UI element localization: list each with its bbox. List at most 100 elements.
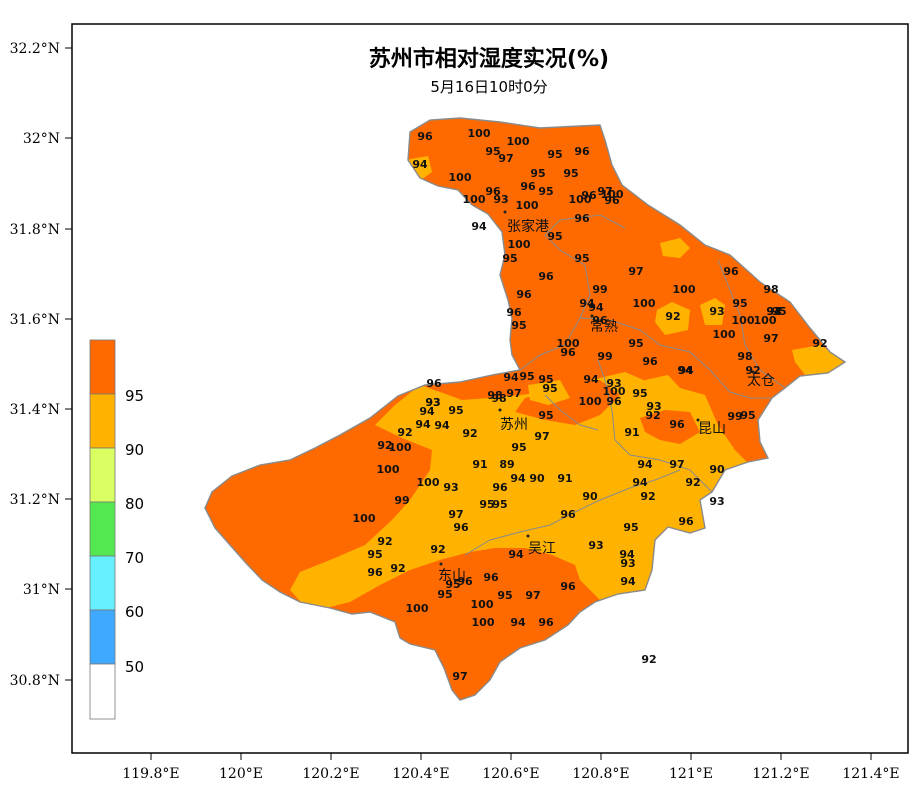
station-value: 96 <box>723 265 739 278</box>
station-value: 95 <box>502 252 517 265</box>
station-value: 94 <box>434 419 450 432</box>
station-value: 95 <box>538 409 553 422</box>
station-value: 94 <box>419 405 435 418</box>
station-value: 96 <box>642 355 658 368</box>
station-value: 96 <box>581 189 597 202</box>
city-marker <box>498 408 502 412</box>
station-value: 96 <box>560 346 576 359</box>
station-value: 92 <box>397 426 412 439</box>
station-value: 99 <box>597 350 612 363</box>
station-value: 94 <box>632 476 648 489</box>
station-value: 91 <box>624 426 639 439</box>
station-value: 97 <box>534 430 549 443</box>
legend-label: 95 <box>125 387 144 405</box>
station-value: 100 <box>389 441 412 454</box>
station-value: 97 <box>498 152 513 165</box>
color-legend: 95 90 80 70 60 50 <box>89 339 144 720</box>
station-value: 96 <box>506 306 522 319</box>
station-value: 95 <box>574 252 589 265</box>
station-value: 95 <box>732 297 747 310</box>
station-value: 95 <box>0 0 8 3</box>
station-value: 99 <box>727 410 742 423</box>
station-value: 96 <box>516 288 532 301</box>
station-value: 100 <box>507 135 530 148</box>
y-tick-label: 30.8°N <box>10 673 60 689</box>
station-value: 95 <box>530 167 545 180</box>
station-value: 91 <box>472 458 487 471</box>
city-label: 太仓 <box>747 373 775 389</box>
city-marker <box>439 562 443 566</box>
station-value: 98 <box>487 389 502 402</box>
band-90-fill <box>290 372 760 612</box>
station-value: 100 <box>463 193 486 206</box>
station-value: 100 <box>603 385 626 398</box>
station-value: 93 <box>425 396 440 409</box>
legend-swatch <box>89 501 116 557</box>
station-value: 95 <box>492 498 507 511</box>
station-value: 95 <box>367 548 382 561</box>
station-value: 92 <box>377 535 392 548</box>
station-value: 96 <box>574 145 590 158</box>
station-value: 96 <box>520 180 536 193</box>
station-value: 96 <box>604 194 620 207</box>
station-value: 93 <box>646 400 661 413</box>
station-value: 100 <box>633 297 656 310</box>
station-value: 92 <box>640 490 655 503</box>
y-tick-label: 31.6°N <box>10 312 60 328</box>
city-marker <box>751 370 755 374</box>
station-value: 89 <box>499 458 514 471</box>
legend-swatch <box>89 663 116 720</box>
station-value: 98 <box>763 283 778 296</box>
station-value: 100 <box>353 512 376 525</box>
station-value: 94 <box>637 458 653 471</box>
station-value: 95 <box>448 404 463 417</box>
station-value: 95 <box>563 167 578 180</box>
station-value: 99 <box>394 494 409 507</box>
y-tick-label: 31.2°N <box>10 492 60 508</box>
station-value: 94 <box>503 371 519 384</box>
station-value: 96 <box>417 130 433 143</box>
station-value: 96 <box>453 521 469 534</box>
station-value: 100 <box>508 238 531 251</box>
station-value: 100 <box>673 283 696 296</box>
station-value: 94 <box>619 548 635 561</box>
station-value: 95 <box>547 148 562 161</box>
station-value: 95 <box>632 387 647 400</box>
station-value: 94 <box>677 364 693 377</box>
station-value: 98 <box>737 350 752 363</box>
station-value: 92 <box>685 476 700 489</box>
station-value: 93 <box>425 396 440 409</box>
city-marker <box>503 210 507 214</box>
station-value: 94 <box>412 158 428 171</box>
x-tick-label: 121.4°E <box>842 766 899 782</box>
map-title: 苏州市相对湿度实况(%) <box>369 46 609 72</box>
station-value: 92 <box>377 439 392 452</box>
band-95-island-suzhou <box>515 380 620 425</box>
station-value: 94 <box>620 575 636 588</box>
band-90-island-kunshan-n <box>645 375 680 400</box>
band-90-island-suzhou-n <box>528 380 570 405</box>
station-value: 98 <box>491 392 506 405</box>
station-value: 95 <box>511 441 526 454</box>
legend-swatch <box>89 339 116 395</box>
plot-frame <box>71 23 909 754</box>
station-value: 97 <box>669 458 684 471</box>
station-value: 93 <box>606 377 621 390</box>
city-marker <box>526 534 530 538</box>
station-value: 95 <box>437 588 452 601</box>
station-value: 99 <box>592 283 607 296</box>
legend-label: 80 <box>125 495 144 513</box>
station-value: 96 <box>574 212 590 225</box>
x-tick-label: 121.2°E <box>752 766 809 782</box>
y-tick-label: 32°N <box>23 131 60 147</box>
station-value: 94 <box>415 418 431 431</box>
station-value: 100 <box>377 463 400 476</box>
station-value: 94 <box>588 301 604 314</box>
station-value: 95 <box>628 337 643 350</box>
station-value: 100 <box>601 188 624 201</box>
station-value: 95 <box>740 409 755 422</box>
city-label: 常熟 <box>590 319 618 335</box>
station-value: 96 <box>492 481 508 494</box>
city-label: 昆山 <box>698 421 726 437</box>
